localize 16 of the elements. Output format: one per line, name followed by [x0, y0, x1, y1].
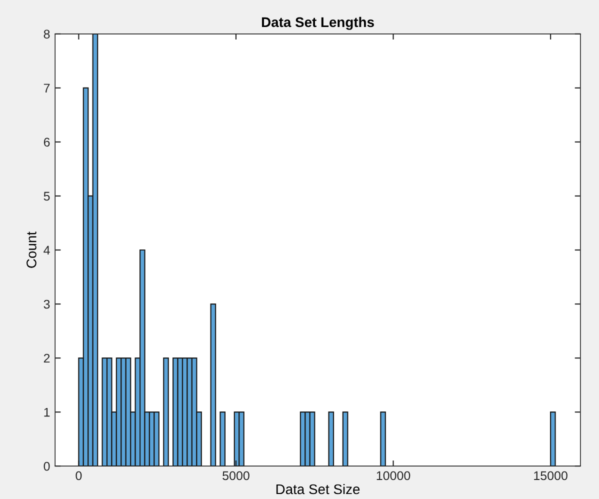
x-tick-label: 5000: [222, 471, 250, 480]
x-tick-label: 10000: [376, 471, 410, 480]
x-tick-label: 15000: [534, 471, 568, 480]
y-tick-label: 3: [44, 300, 50, 309]
y-axis-title: Count: [26, 232, 36, 268]
y-tick-label: 4: [44, 246, 50, 255]
chart-title: Data Set Lengths: [262, 16, 374, 30]
y-tick-label: 2: [44, 354, 50, 363]
y-tick-label: 0: [44, 462, 50, 471]
x-tick-label: 0: [76, 471, 82, 480]
x-axis-title: Data Set Size: [276, 484, 360, 494]
y-tick-label: 6: [44, 138, 50, 147]
y-tick-label: 5: [44, 192, 50, 201]
y-tick-label: 1: [44, 408, 50, 417]
y-tick-label: 7: [44, 84, 50, 92]
y-tick-label: 8: [44, 30, 50, 39]
